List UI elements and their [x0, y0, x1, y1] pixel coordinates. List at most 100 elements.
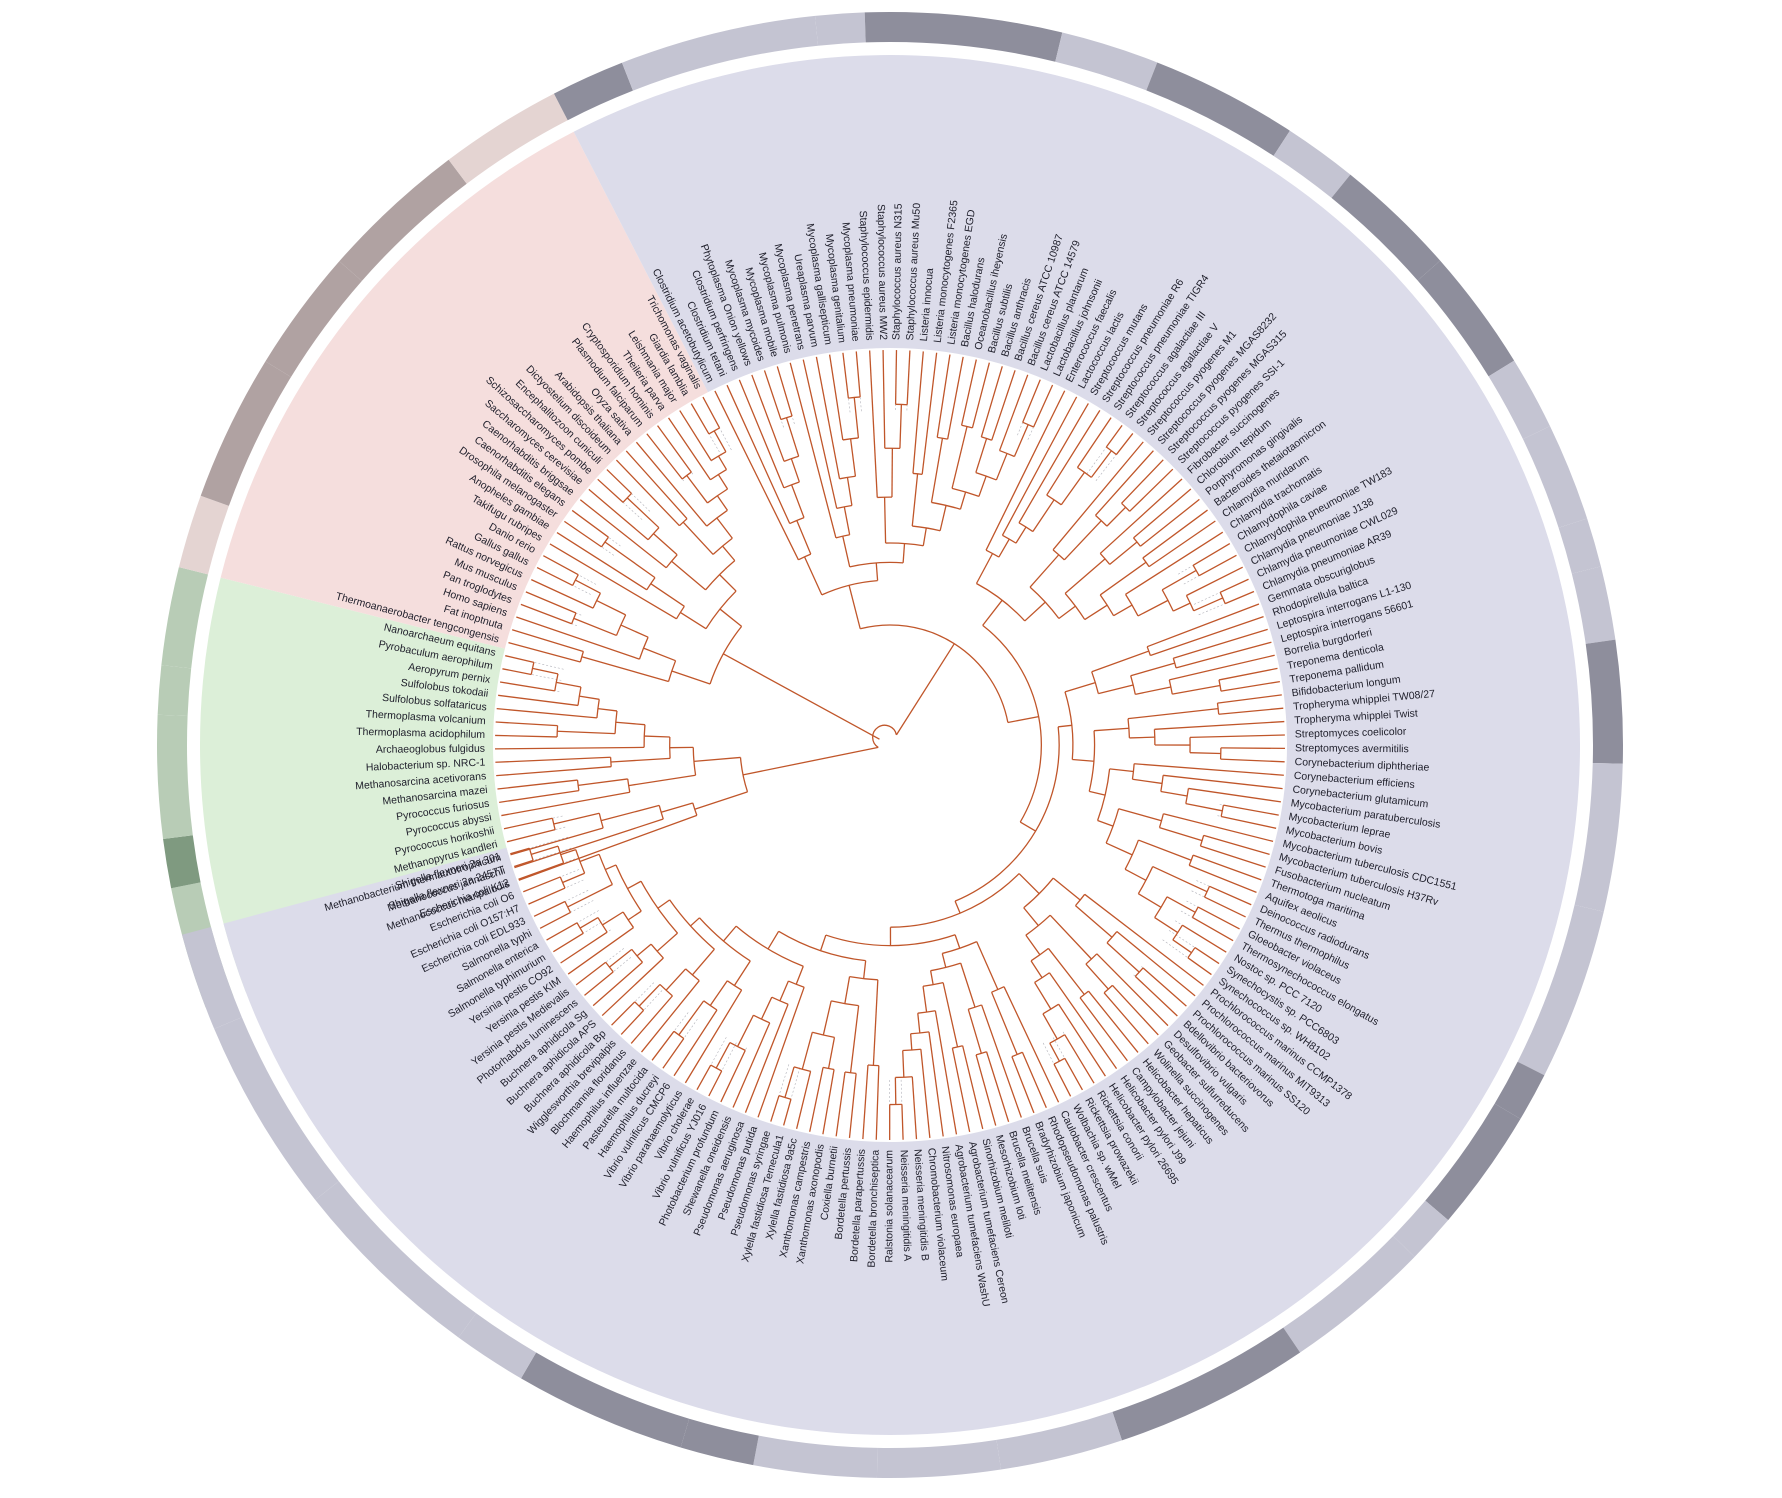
branch-segment	[647, 434, 682, 479]
branch-arc	[790, 518, 804, 524]
branch-segment	[663, 1038, 684, 1068]
branch-segment	[952, 1048, 969, 1132]
branch-segment	[943, 983, 957, 1047]
branch-segment	[694, 757, 741, 761]
branch-segment	[900, 404, 901, 448]
branch-arc	[1077, 467, 1091, 477]
branch-segment	[844, 507, 849, 535]
branch-segment	[851, 1006, 859, 1073]
branch-segment	[854, 397, 858, 437]
branch-segment	[1024, 908, 1039, 926]
branch-segment	[1160, 828, 1203, 841]
branch-arc	[710, 470, 726, 480]
branch-segment	[829, 1037, 835, 1068]
branch-segment	[579, 696, 599, 699]
branch-arc	[727, 981, 741, 990]
branch-segment	[1110, 542, 1137, 564]
branch-segment	[863, 1065, 868, 1139]
branch-arc	[1100, 595, 1113, 616]
branch-segment	[1043, 1014, 1057, 1039]
branch-segment	[810, 1067, 823, 1131]
branch-segment	[629, 775, 696, 785]
branch-segment	[762, 997, 772, 1019]
branch-segment	[1065, 1035, 1094, 1084]
branch-arc	[707, 510, 728, 526]
branch-segment	[1119, 809, 1162, 821]
ring-segment	[179, 496, 229, 575]
branch-segment	[1219, 668, 1277, 680]
branch-segment	[575, 580, 600, 593]
branch-arc	[1054, 1058, 1065, 1064]
root-branch	[723, 654, 879, 739]
branch-segment	[578, 779, 628, 785]
branch-segment	[534, 901, 565, 916]
branch-segment	[547, 923, 577, 940]
branch-arc	[1188, 948, 1195, 958]
branch-segment	[580, 918, 598, 929]
branch-segment	[851, 439, 856, 476]
branch-segment	[1134, 764, 1284, 775]
branch-segment	[777, 366, 792, 416]
branch-arc	[639, 637, 648, 659]
branch-segment	[1061, 472, 1084, 504]
branch-segment	[816, 357, 839, 479]
branch-segment	[1053, 878, 1080, 900]
branch-segment	[1100, 562, 1146, 595]
branch-segment	[918, 1013, 920, 1033]
branch-arc	[616, 615, 625, 636]
branch-segment	[598, 709, 617, 711]
branch-segment	[791, 459, 799, 482]
branch-arc	[1138, 867, 1152, 894]
branch-segment	[680, 612, 706, 628]
taxon-label: Streptomyces avermitilis	[1295, 742, 1409, 755]
branch-segment	[1138, 600, 1168, 616]
branch-segment	[792, 485, 804, 518]
taxon-label: Staphylococcus aureus MW2	[875, 204, 889, 340]
ring-segment	[877, 1440, 1001, 1478]
branch-segment	[821, 935, 826, 951]
branch-segment	[495, 757, 610, 762]
branch-segment	[960, 492, 965, 509]
branch-arc	[986, 550, 999, 557]
branch-segment	[843, 536, 850, 567]
branch-segment	[912, 474, 917, 526]
branch-segment	[987, 1052, 1009, 1122]
branch-arc	[1106, 447, 1116, 455]
branch-segment	[1167, 897, 1195, 912]
branch-segment	[1035, 982, 1051, 1009]
branch-segment	[504, 818, 552, 829]
branch-segment	[1016, 527, 1026, 543]
branch-segment	[903, 1051, 904, 1078]
branch-segment	[1020, 822, 1035, 831]
branch-segment	[786, 418, 798, 457]
branch-segment	[968, 1009, 981, 1053]
branch-segment	[697, 1065, 711, 1090]
branch-segment	[1221, 682, 1280, 692]
branch-segment	[931, 971, 934, 985]
branch-segment	[605, 542, 655, 578]
branch-segment	[628, 881, 641, 888]
branch-segment	[602, 958, 663, 1016]
ring-segment	[163, 835, 200, 888]
branch-segment	[510, 848, 529, 853]
branch-segment	[1086, 964, 1108, 989]
branch-arc	[704, 1001, 717, 1010]
branch-segment	[557, 731, 615, 733]
branch-segment	[923, 986, 927, 1012]
branch-segment	[1161, 791, 1187, 796]
branch-arc	[1035, 973, 1050, 983]
branch-segment	[921, 1049, 930, 1138]
branch-segment	[797, 520, 811, 554]
branch-segment	[847, 477, 851, 505]
branch-segment	[627, 498, 659, 528]
branch-segment	[1030, 555, 1059, 587]
branch-segment	[582, 657, 669, 682]
branch-arc	[1143, 558, 1149, 567]
branch-segment	[1107, 943, 1139, 972]
branch-segment	[1194, 598, 1223, 611]
branch-segment	[495, 747, 644, 748]
branch-segment	[621, 625, 648, 637]
branch-segment	[1153, 867, 1207, 892]
branch-segment	[1138, 894, 1161, 908]
branch-arc	[1031, 948, 1048, 960]
